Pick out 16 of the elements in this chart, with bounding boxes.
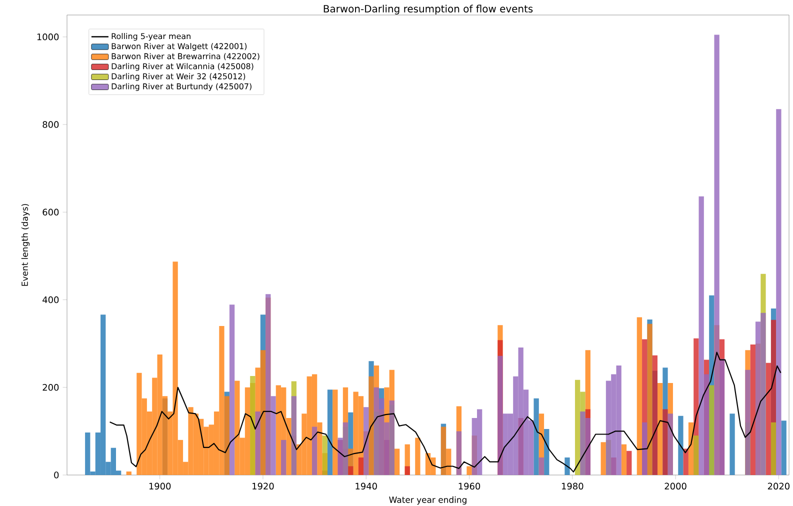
y-tick-label: 600 [42,208,59,216]
x-tick-label: 2000 [664,482,686,490]
y-tick-label: 400 [42,296,59,304]
x-tick-label: 1940 [356,482,377,490]
y-axis-title: Event length (days) [21,204,30,286]
y-tick-label: 0 [54,472,59,478]
x-tick-label: 1900 [149,482,171,490]
chart-title: Barwon-Darling resumption of flow events [324,4,533,14]
y-tick-label: 200 [42,384,59,391]
x-axis-title: Water year ending [389,496,466,505]
x-tick-label: 1920 [252,482,274,490]
y-tick-label: 800 [42,121,59,128]
x-tick-label: 2020 [768,482,790,490]
x-tick-label: 1980 [562,482,584,490]
x-tick-label: 1960 [458,482,480,490]
y-tick-label: 1000 [37,34,59,40]
